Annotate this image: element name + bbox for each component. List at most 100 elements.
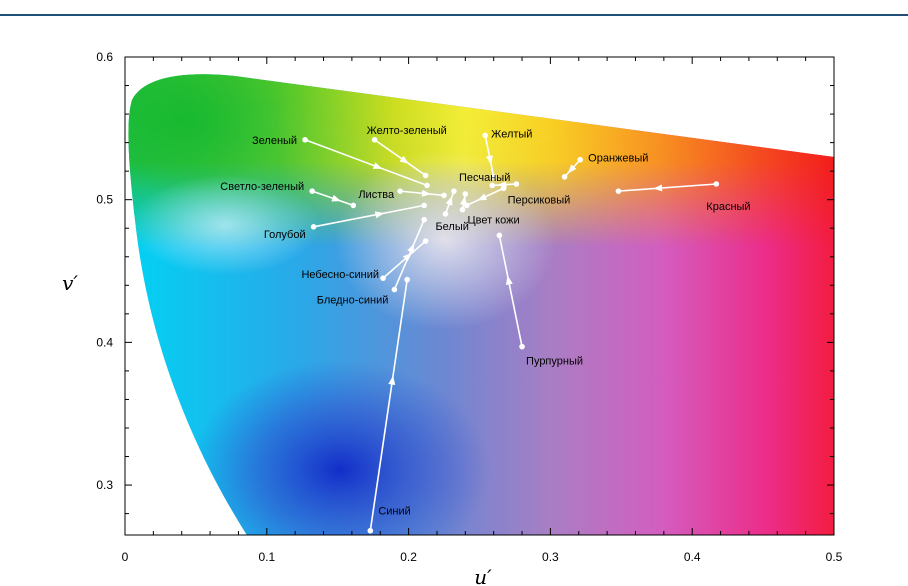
arrow-label: Бледно-синий xyxy=(317,295,389,307)
arrow-head xyxy=(374,211,385,219)
arrow-start-point xyxy=(380,275,386,281)
arrow-end-point xyxy=(421,202,427,209)
arrow-6 xyxy=(615,181,720,194)
x-tick-label: 0.3 xyxy=(542,550,559,564)
arrow-12 xyxy=(496,232,525,350)
y-axis-label: v′ xyxy=(62,271,78,295)
arrow-head xyxy=(388,375,396,386)
arrow-10 xyxy=(442,188,457,217)
arrow-line xyxy=(393,219,425,290)
y-tick-label: 0.3 xyxy=(96,478,113,492)
arrow-label: Цвет кожи xyxy=(467,215,519,227)
arrow-start-point xyxy=(367,527,374,534)
arrow-0 xyxy=(302,136,430,189)
arrow-end-point xyxy=(561,174,568,180)
arrow-head xyxy=(567,164,577,174)
arrow-start-point xyxy=(513,181,520,187)
x-tick-label: 0 xyxy=(122,550,129,564)
arrow-head xyxy=(505,275,513,285)
labels-layer: Зеленый Желто-зеленый Желтый Оранжевый Песча… xyxy=(220,125,750,518)
arrow-line xyxy=(369,279,408,531)
arrow-head xyxy=(331,194,342,202)
arrow-7 xyxy=(309,188,357,209)
arrow-end-point xyxy=(422,238,429,244)
arrows-layer xyxy=(302,132,720,534)
arrow-head xyxy=(653,184,663,192)
arrow-head xyxy=(372,162,383,169)
arrow-label: Красный xyxy=(706,201,750,213)
arrow-end-point xyxy=(489,182,496,189)
y-tick-label: 0.6 xyxy=(96,50,113,64)
arrow-line xyxy=(304,139,428,187)
arrow-start-point xyxy=(391,286,398,293)
x-tick-label: 0.4 xyxy=(684,550,701,564)
y-tick-label: 0.5 xyxy=(96,193,113,207)
arrow-start-point xyxy=(482,132,488,139)
arrow-start-point xyxy=(442,211,449,217)
arrow-label: Синий xyxy=(378,506,410,518)
arrow-start-point xyxy=(371,136,378,143)
arrow-head xyxy=(445,196,453,206)
arrow-head xyxy=(459,195,467,206)
arrow-9 xyxy=(310,202,427,230)
arrow-label: Зеленый xyxy=(252,135,297,147)
arrow-start-point xyxy=(713,181,720,187)
arrow-head xyxy=(399,155,409,164)
arrow-3 xyxy=(561,156,583,180)
x-axis-label: u′ xyxy=(474,565,492,586)
arrow-label: Желто-зеленый xyxy=(367,125,447,137)
arrow-start-point xyxy=(459,206,466,213)
arrow-end-point xyxy=(441,192,447,199)
arrow-1 xyxy=(371,136,429,179)
ticks-layer: 0 0.1 0.2 0.3 0.4 0.5 0.3 0.4 0.5 0.6 xyxy=(96,50,842,564)
arrow-line xyxy=(618,183,717,192)
arrow-label: Песчаный xyxy=(459,172,510,184)
arrow-label: Оранжевый xyxy=(588,153,648,165)
arrow-start-point xyxy=(309,188,315,194)
arrow-14 xyxy=(391,216,427,293)
arrow-start-point xyxy=(519,343,525,350)
chromaticity-diagram xyxy=(128,74,834,535)
arrow-label: Листва xyxy=(358,189,395,201)
y-tick-label: 0.4 xyxy=(96,335,113,349)
arrow-label: Светло-зеленый xyxy=(220,181,304,193)
arrow-label: Голубой xyxy=(264,229,306,241)
arrow-start-point xyxy=(577,156,583,163)
arrow-start-point xyxy=(302,136,308,143)
arrow-label: Белый xyxy=(435,221,468,233)
arrow-end-point xyxy=(451,188,457,194)
arrow-line xyxy=(498,235,523,347)
x-tick-label: 0.1 xyxy=(258,550,275,564)
arrow-line xyxy=(313,204,425,228)
arrow-end-point xyxy=(404,276,410,283)
arrow-head xyxy=(485,155,493,165)
arrow-label: Желтый xyxy=(491,128,532,140)
x-tick-label: 0.2 xyxy=(400,550,417,564)
arrow-line xyxy=(374,139,427,177)
arrow-label: Небесно-синий xyxy=(301,269,379,281)
arrow-end-point xyxy=(462,191,469,197)
top-rule xyxy=(0,14,908,16)
arrow-8 xyxy=(397,188,447,199)
arrow-15 xyxy=(367,276,410,534)
plot-frame xyxy=(124,56,835,536)
arrow-11 xyxy=(459,191,469,213)
arrow-start-point xyxy=(500,185,507,192)
arrow-end-point xyxy=(350,202,357,209)
arrow-end-point xyxy=(496,232,503,239)
arrow-end-point xyxy=(615,188,622,194)
arrow-line xyxy=(382,240,427,279)
arrow-2 xyxy=(482,132,497,180)
arrow-head xyxy=(421,189,431,197)
arrow-end-point xyxy=(490,174,497,180)
arrow-start-point xyxy=(310,223,317,230)
arrow-start-point xyxy=(397,188,403,194)
arrow-label: Персиковый xyxy=(508,194,571,206)
arrow-5 xyxy=(463,185,507,209)
arrow-end-point xyxy=(421,216,427,223)
arrow-label: Пурпурный xyxy=(526,356,583,368)
arrow-end-point xyxy=(424,182,430,189)
arrow-head xyxy=(407,243,415,254)
arrow-end-point xyxy=(422,172,429,179)
